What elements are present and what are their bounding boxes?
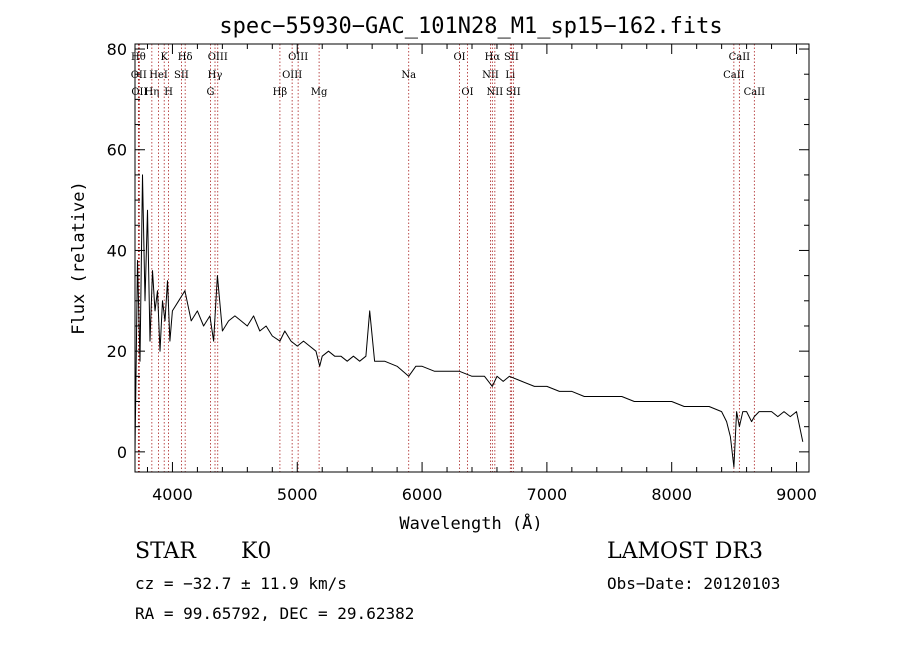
series-layer — [134, 174, 804, 468]
line-marker-label-19: NII — [482, 70, 499, 81]
observation-date: Obs−Date: 20120103 — [607, 574, 781, 593]
x-tick-label-2: 6000 — [402, 485, 443, 504]
line-marker-label-4: HeI — [149, 70, 168, 81]
line-marker-label-6: H — [164, 87, 173, 98]
line-marker-label-26: CaII — [729, 52, 751, 63]
x-tick-label-5: 9000 — [776, 485, 817, 504]
line-marker-label-23: SII — [504, 52, 519, 63]
line-marker-label-7: SII — [174, 70, 189, 81]
y-tick-label-1: 20 — [107, 342, 127, 361]
x-axis-label: Wavelength (Å) — [399, 512, 542, 534]
line-marker-label-20: Hα — [485, 52, 501, 63]
line-marker-label-3: Hη — [144, 87, 159, 98]
line-marker-label-8: Hδ — [178, 52, 193, 63]
y-tick-label-3: 60 — [107, 141, 127, 160]
y-tick-label-0: 0 — [117, 443, 127, 462]
spectral-subclass: K0 — [241, 539, 272, 564]
line-marker-label-1: OII — [131, 70, 147, 81]
sky-coordinates: RA = 99.65792, DEC = 29.62382 — [135, 604, 415, 623]
y-tick-label-2: 40 — [107, 241, 127, 260]
line-marker-label-15: Mg — [311, 87, 328, 98]
y-tick-label-4: 80 — [107, 40, 127, 59]
line-markers: HθOIIOIIHηHeIKHSIIHδGHγOIIIHβOIIIOIIIMgN… — [131, 44, 765, 472]
series-line-0 — [134, 174, 804, 468]
line-marker-label-9: G — [207, 87, 215, 98]
line-marker-label-10: Hγ — [208, 70, 223, 81]
line-marker-label-17: OI — [453, 52, 465, 63]
line-marker-label-5: K — [160, 52, 168, 63]
line-marker-label-18: OI — [461, 87, 473, 98]
redshift-velocity: cz = −32.7 ± 11.9 km/s — [135, 574, 347, 593]
chart-title: spec−55930−GAC_101N28_M1_sp15−162.fits — [219, 14, 722, 39]
x-tick-label-0: 4000 — [152, 485, 193, 504]
line-marker-label-11: OIII — [208, 52, 228, 63]
line-marker-label-25: CaII — [723, 70, 745, 81]
line-marker-label-0: Hθ — [131, 52, 146, 63]
survey-name: LAMOST DR3 — [607, 539, 763, 564]
object-class: STAR — [135, 539, 196, 564]
x-tick-label-1: 5000 — [277, 485, 318, 504]
x-tick-label-3: 7000 — [527, 485, 568, 504]
line-marker-label-2: OII — [131, 87, 147, 98]
line-marker-label-22: Li — [505, 70, 515, 81]
line-marker-label-21: NII — [487, 87, 504, 98]
line-marker-label-13: OIII — [282, 70, 302, 81]
plot-frame — [134, 43, 810, 473]
line-marker-label-24: SII — [506, 87, 521, 98]
line-marker-label-16: Na — [401, 70, 416, 81]
x-tick-label-4: 8000 — [651, 485, 692, 504]
y-axis-label: Flux (relative) — [69, 181, 89, 335]
axes: 4000 5000 6000 7000 8000 9000 0 20 40 60 80 — [107, 40, 817, 504]
line-marker-label-12: Hβ — [273, 87, 288, 98]
line-marker-label-14: OIII — [288, 52, 308, 63]
line-marker-label-27: CaII — [744, 87, 766, 98]
